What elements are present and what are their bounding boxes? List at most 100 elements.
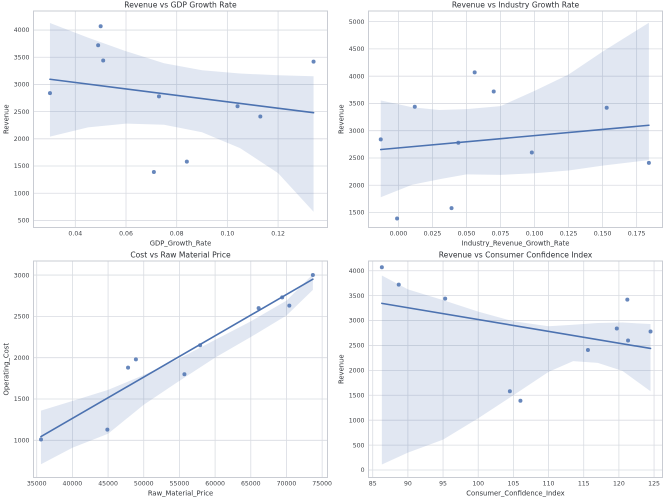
x-tick-label: 0.06 (119, 231, 133, 238)
y-tick-label: 3500 (348, 293, 364, 300)
chart-svg-gdp-growth: 0.04 0.06 0.08 0.10 0.12 500 1000 1500 2000 2500 3… (0, 0, 335, 250)
chart-title: Revenue vs Consumer Confidence Index (438, 251, 592, 260)
y-tick-label: 2000 (348, 368, 364, 375)
confidence-band (49, 22, 314, 212)
data-point (507, 389, 512, 394)
x-tick-label: 35000 (27, 481, 47, 488)
y-tick-label: 2500 (14, 109, 30, 116)
data-point (648, 329, 653, 334)
data-point (394, 216, 399, 221)
data-point (396, 282, 401, 287)
chart-panel-raw-material: 35000 40000 45000 50000 55000 60000 65000 70000… (0, 250, 335, 500)
regression-line (380, 302, 651, 350)
x-tick-label: 0.050 (457, 231, 475, 238)
panel-bg (334, 250, 669, 500)
x-tick-label: 90 (403, 481, 411, 488)
confidence-band (381, 275, 651, 465)
confidence-band (380, 22, 649, 198)
regression-line (40, 278, 314, 438)
x-tick-label: 60000 (205, 481, 225, 488)
y-tick-label: 5000 (348, 19, 364, 26)
y-tick-label: 1500 (14, 396, 30, 403)
y-axis-title: Revenue (337, 104, 345, 134)
x-tick-label: 120 (612, 481, 624, 488)
panel-bg (0, 0, 335, 250)
chart-svg-raw-material: 35000 40000 45000 50000 55000 60000 65000 70000… (0, 250, 335, 500)
x-tick-label: 75000 (312, 481, 332, 488)
x-tick-label: 55000 (170, 481, 190, 488)
y-tick-label: 1500 (348, 210, 364, 217)
x-axis-title: GDP_Growth_Rate (150, 240, 212, 248)
data-point (646, 160, 651, 165)
x-tick-label: 0.075 (491, 231, 509, 238)
data-point (280, 295, 285, 300)
data-point (585, 347, 590, 352)
data-point (491, 89, 496, 94)
data-point (625, 338, 630, 343)
data-point (455, 140, 460, 145)
x-tick-label: 95 (439, 481, 447, 488)
data-point (614, 326, 619, 331)
y-tick-label: 2000 (14, 136, 30, 143)
data-point (442, 296, 447, 301)
x-tick-label: 125 (648, 481, 660, 488)
y-tick-label: 1000 (348, 417, 364, 424)
y-tick-label: 3000 (348, 318, 364, 325)
x-tick-label: 0.125 (559, 231, 577, 238)
data-point (38, 437, 43, 442)
data-point (378, 137, 383, 142)
x-axis-title: Industry_Revenue_Growth_Rate (461, 240, 569, 248)
chart-title: Revenue vs Industry Growth Rate (451, 1, 579, 10)
chart-title: Revenue vs GDP Growth Rate (124, 1, 237, 10)
data-point (310, 273, 315, 278)
chart-title: Cost vs Raw Material Price (130, 251, 231, 260)
x-tick-label: 0.000 (389, 231, 407, 238)
plot-frame (33, 260, 328, 478)
data-point (98, 24, 103, 29)
panel-bg (0, 250, 335, 500)
data-point (182, 372, 187, 377)
plot-frame (33, 10, 328, 228)
data-point (287, 303, 292, 308)
x-tick-label: 0.08 (170, 231, 184, 238)
y-tick-label: 4500 (348, 46, 364, 53)
data-point (412, 104, 417, 109)
x-tick-label: 0.175 (627, 231, 645, 238)
x-tick-label: 40000 (63, 481, 83, 488)
x-axis-title: Raw_Material_Price (148, 490, 213, 498)
chart-panel-industry-growth: 0.000 0.025 0.050 0.075 0.100 0.125 0.150 0.175… (334, 0, 669, 250)
data-point (624, 297, 629, 302)
y-tick-label: 0 (360, 467, 364, 474)
x-tick-label: 100 (472, 481, 484, 488)
data-point (96, 43, 101, 48)
x-tick-label: 50000 (134, 481, 154, 488)
y-tick-label: 1000 (14, 190, 30, 197)
data-point (529, 150, 534, 155)
chart-panel-gdp-growth: 0.04 0.06 0.08 0.10 0.12 500 1000 1500 2000 2500 3… (0, 0, 335, 250)
data-point (105, 427, 110, 432)
data-point (604, 105, 609, 110)
x-tick-label: 0.12 (271, 231, 285, 238)
y-tick-label: 500 (352, 442, 364, 449)
data-point (101, 58, 106, 63)
y-tick-label: 3000 (348, 128, 364, 135)
y-tick-label: 1000 (14, 438, 30, 445)
data-point (151, 170, 156, 175)
y-tick-label: 4000 (14, 27, 30, 34)
x-tick-label: 85 (368, 481, 376, 488)
x-tick-label: 105 (507, 481, 519, 488)
y-tick-label: 4000 (348, 73, 364, 80)
data-point (47, 91, 52, 96)
y-tick-label: 2500 (14, 314, 30, 321)
y-tick-label: 3500 (348, 101, 364, 108)
x-tick-label: 70000 (277, 481, 297, 488)
chart-svg-consumer-confidence: 85 90 95 100 105 110 115 120 125 0 500 1000 1500 2000… (334, 250, 669, 500)
y-tick-label: 3500 (14, 54, 30, 61)
data-point (256, 306, 261, 311)
data-point (126, 365, 131, 370)
data-point (258, 114, 263, 119)
y-tick-label: 4000 (348, 268, 364, 275)
x-tick-label: 0.10 (220, 231, 234, 238)
data-point (235, 104, 240, 109)
